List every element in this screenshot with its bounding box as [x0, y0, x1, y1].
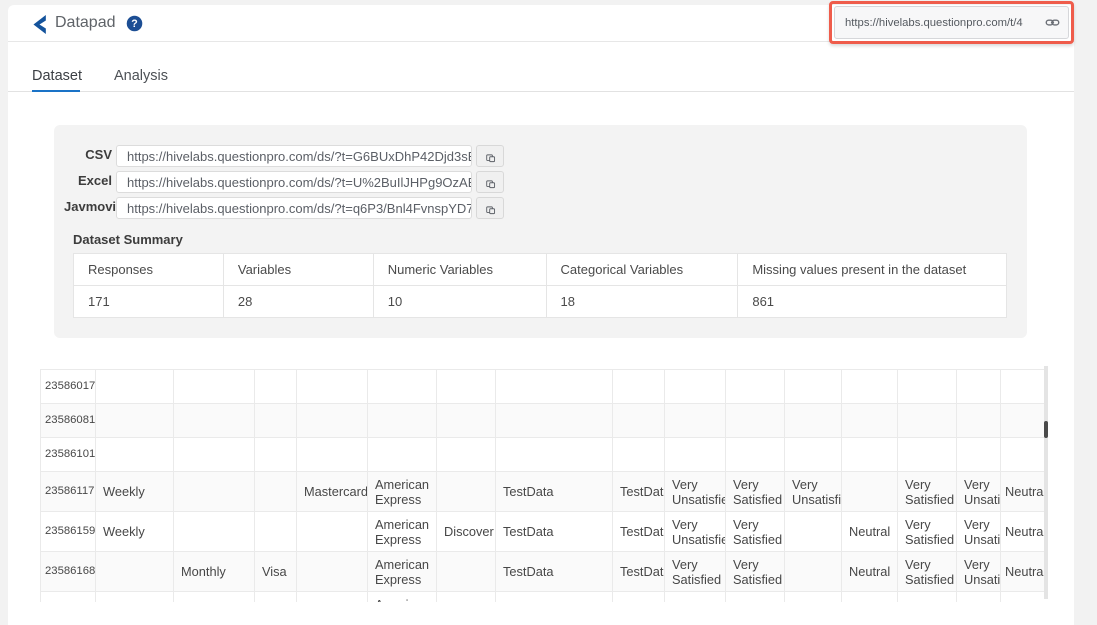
svg-text:?: ?	[131, 18, 137, 30]
